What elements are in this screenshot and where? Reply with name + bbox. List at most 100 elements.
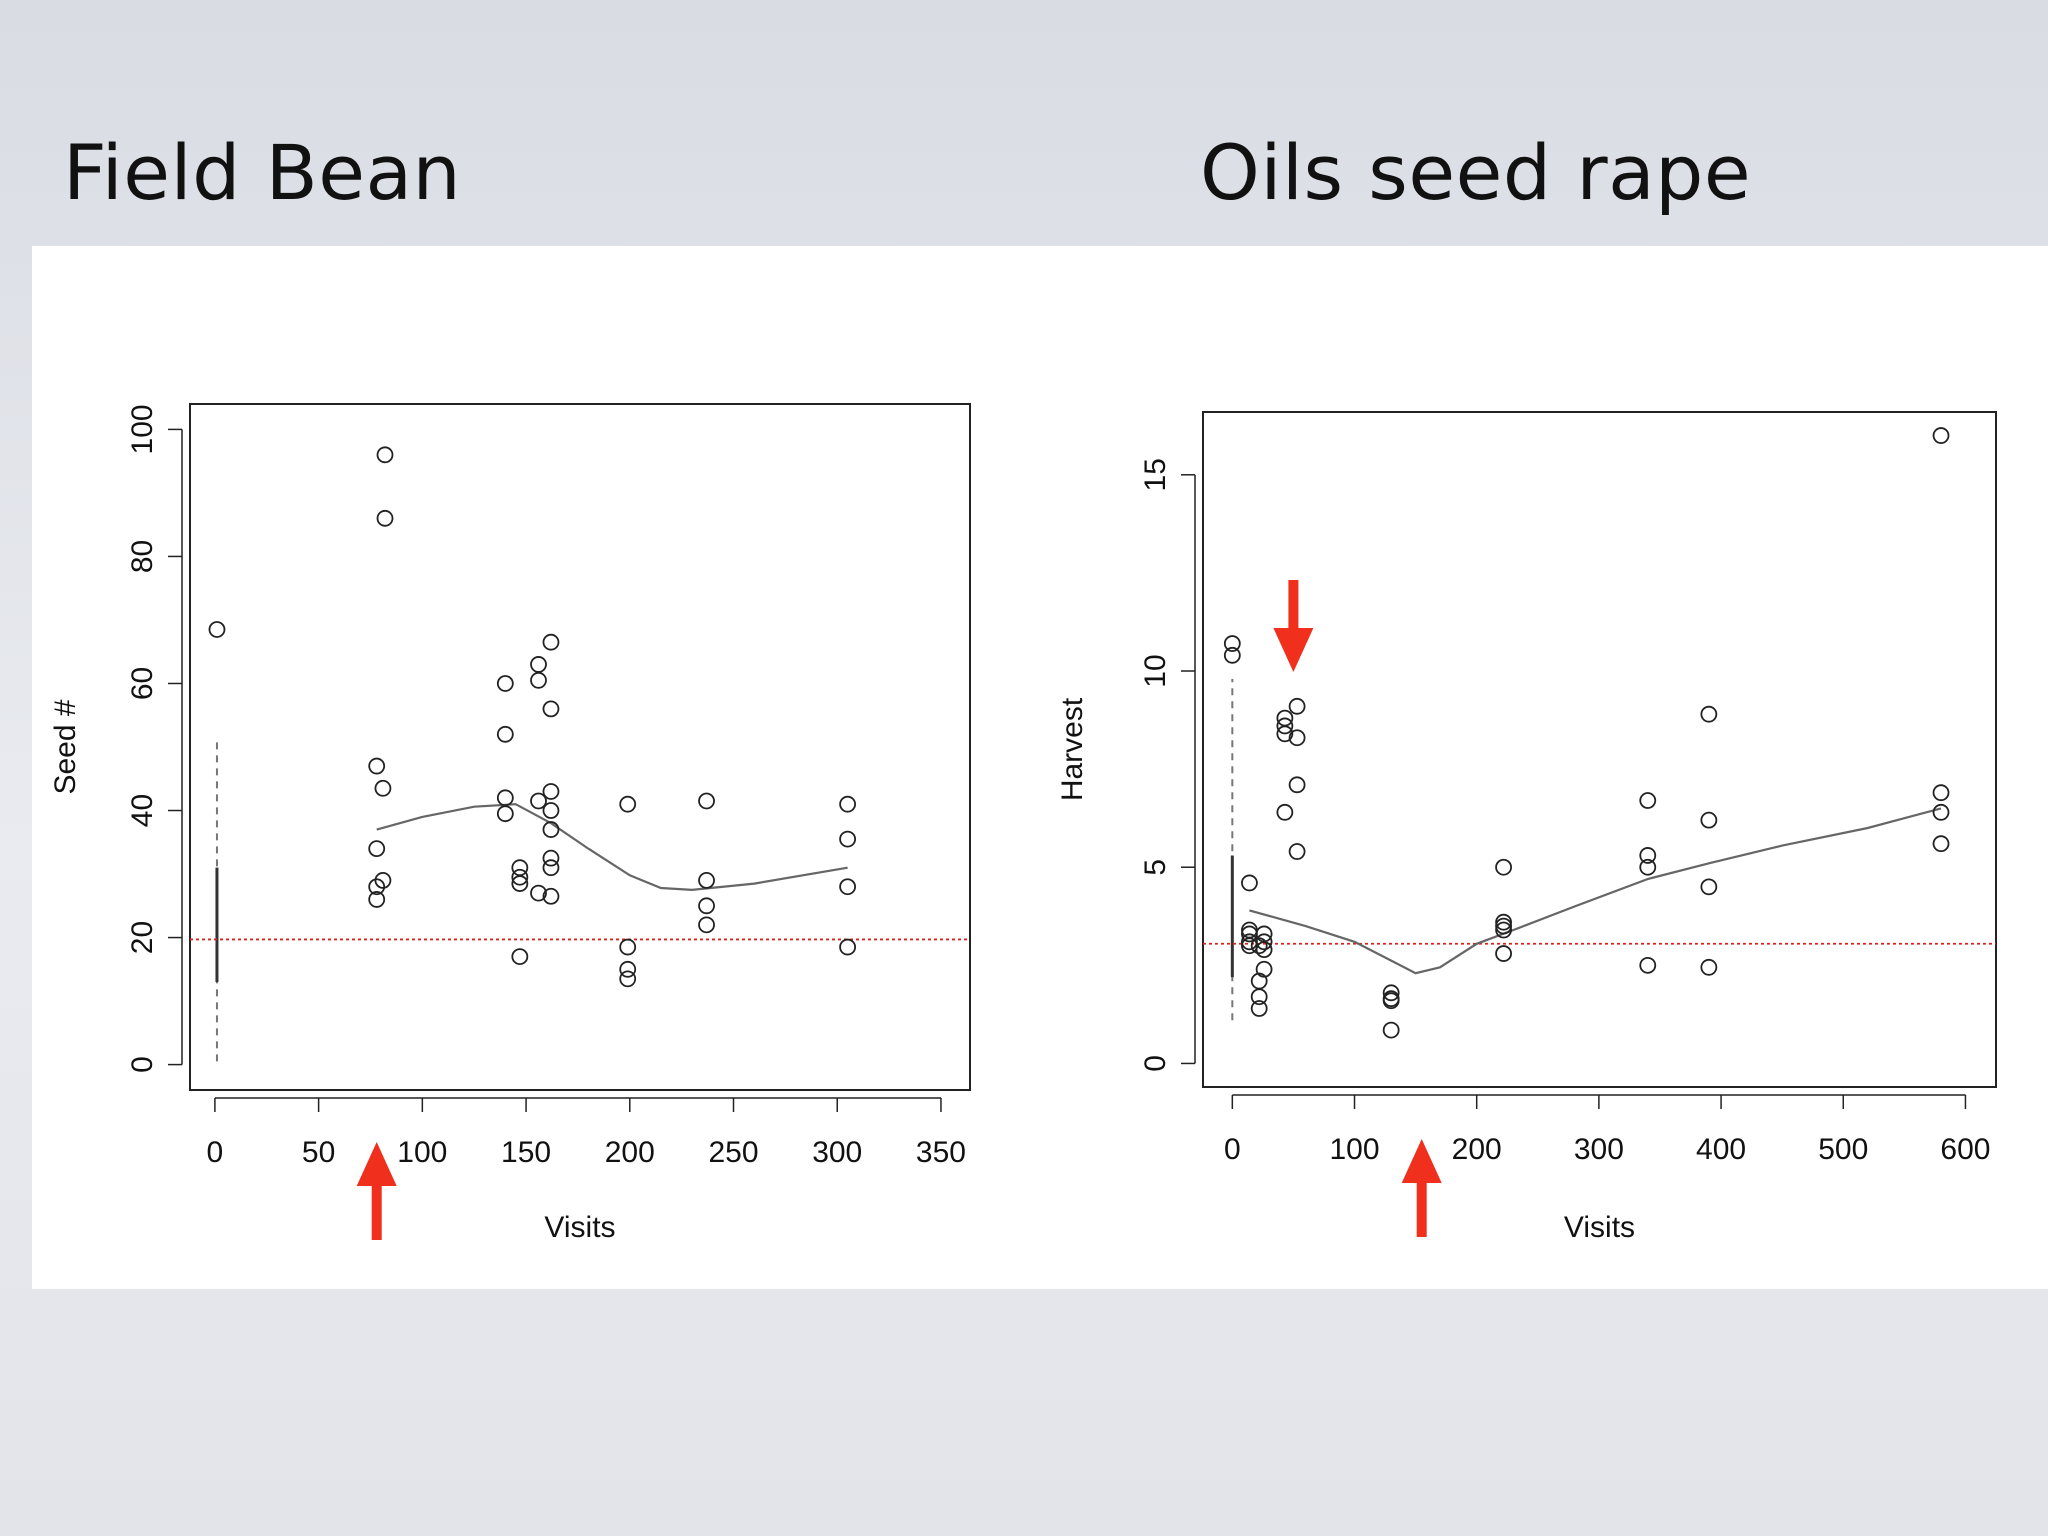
data-point: [839, 938, 857, 956]
x-tick-label: 100: [1329, 1133, 1379, 1166]
y-tick-label: 0: [126, 1056, 159, 1073]
data-point: [530, 884, 547, 902]
chart-panel-oilseed-rape: 0 100 200 300 400 500 600 0 5 10 15 Visits Harvest: [1052, 246, 2048, 1289]
data-point: [619, 960, 637, 978]
x-tick-label: 600: [1940, 1133, 1990, 1166]
data-point: [542, 802, 560, 819]
x-axis-title: Visits: [1564, 1211, 1635, 1244]
annotation-arrow-up: [1401, 1139, 1442, 1237]
data-point: [530, 671, 547, 689]
data-point: [1223, 646, 1241, 664]
x-axis-title: Visits: [544, 1211, 615, 1244]
data-point: [1700, 811, 1718, 829]
data-point: [1250, 1000, 1268, 1017]
data-point: [368, 840, 386, 858]
data-point: [1241, 874, 1258, 892]
x-tick-label: 300: [812, 1136, 862, 1169]
y-tick-label: 10: [1139, 654, 1172, 687]
data-point: [208, 621, 226, 638]
data-point: [619, 938, 637, 956]
data-point: [1639, 956, 1657, 974]
data-point: [542, 783, 560, 800]
data-point: [1382, 984, 1400, 1002]
x-tick-label: 350: [916, 1136, 966, 1169]
data-point: [1382, 1021, 1400, 1039]
data-point: [1700, 878, 1718, 896]
data-point: [511, 868, 529, 886]
slide-title-field-bean: Field Bean: [63, 128, 462, 217]
data-point: [496, 675, 514, 692]
data-point: [1250, 937, 1268, 955]
data-point: [1639, 792, 1657, 809]
data-point: [496, 789, 514, 807]
data-point: [1276, 725, 1294, 743]
data-point: [698, 916, 715, 934]
data-point: [1255, 933, 1273, 951]
data-point: [1700, 705, 1718, 723]
plot-frame: [189, 403, 971, 1091]
data-point: [511, 875, 529, 892]
data-point: [376, 446, 394, 464]
data-point: [1495, 917, 1512, 935]
scatter-chart-oilseed-rape: 0 100 200 300 400 500 600 0 5 10 15 Visits Harvest: [1056, 411, 1997, 1244]
data-point: [368, 878, 386, 896]
x-tick-label: 400: [1696, 1133, 1746, 1166]
y-tick-label: 15: [1139, 458, 1172, 491]
data-point: [1223, 635, 1241, 652]
slide-title-oilseed-rape: Oils seed rape: [1200, 128, 1752, 217]
data-point: [542, 821, 560, 838]
data-point: [496, 805, 514, 823]
data-point: [1288, 729, 1306, 747]
data-point: [1255, 960, 1273, 978]
data-point: [839, 795, 857, 813]
data-point: [542, 633, 560, 651]
data-point: [698, 871, 715, 889]
smooth-trend-line: [376, 803, 848, 892]
y-tick-label: 20: [126, 921, 159, 954]
data-point: [619, 970, 637, 988]
x-tick-label: 300: [1574, 1133, 1624, 1166]
data-point: [839, 830, 857, 848]
data-point: [511, 948, 529, 966]
scatter-chart-field-bean: 0 50 100 150 200 250 300 350 0 20 40 60 80 100 Visits S…: [49, 403, 971, 1244]
data-point: [839, 878, 857, 896]
data-point: [1255, 941, 1273, 959]
y-axis-title: Harvest: [1056, 697, 1089, 801]
data-point: [530, 656, 547, 673]
data-point: [542, 849, 560, 867]
data-point: [374, 779, 392, 797]
data-point: [1932, 803, 1950, 821]
data-point: [368, 757, 386, 775]
data-point: [542, 700, 560, 718]
x-tick-label: 0: [207, 1136, 224, 1169]
data-point: [376, 509, 394, 527]
data-point: [368, 891, 386, 908]
x-tick-label: 500: [1818, 1133, 1868, 1166]
x-tick-label: 50: [302, 1136, 335, 1169]
data-point: [1495, 913, 1512, 931]
data-point: [1276, 803, 1294, 821]
y-tick-label: 100: [126, 404, 159, 454]
data-point: [1288, 843, 1306, 860]
data-point: [1932, 784, 1950, 802]
annotation-arrow-up: [356, 1142, 397, 1240]
y-tick-label: 0: [1139, 1055, 1172, 1072]
y-tick-label: 40: [126, 794, 159, 827]
x-tick-label: 200: [1452, 1133, 1502, 1166]
x-tick-label: 150: [501, 1136, 551, 1169]
x-tick-label: 200: [605, 1136, 655, 1169]
data-point: [1382, 992, 1400, 1010]
data-point: [1495, 921, 1512, 939]
data-point: [1288, 776, 1306, 794]
y-tick-label: 60: [126, 667, 159, 700]
data-point: [1250, 988, 1268, 1006]
data-point: [1495, 858, 1512, 876]
x-tick-label: 0: [1224, 1133, 1241, 1166]
data-point: [374, 871, 392, 889]
y-tick-label: 80: [126, 540, 159, 573]
data-point: [542, 859, 560, 877]
y-tick-label: 5: [1139, 859, 1172, 876]
chart-panel-field-bean: 0 50 100 150 200 250 300 350 0 20 40 60 80 100 Visits S…: [32, 246, 1052, 1289]
data-point: [1288, 697, 1306, 715]
x-tick-label: 250: [708, 1136, 758, 1169]
